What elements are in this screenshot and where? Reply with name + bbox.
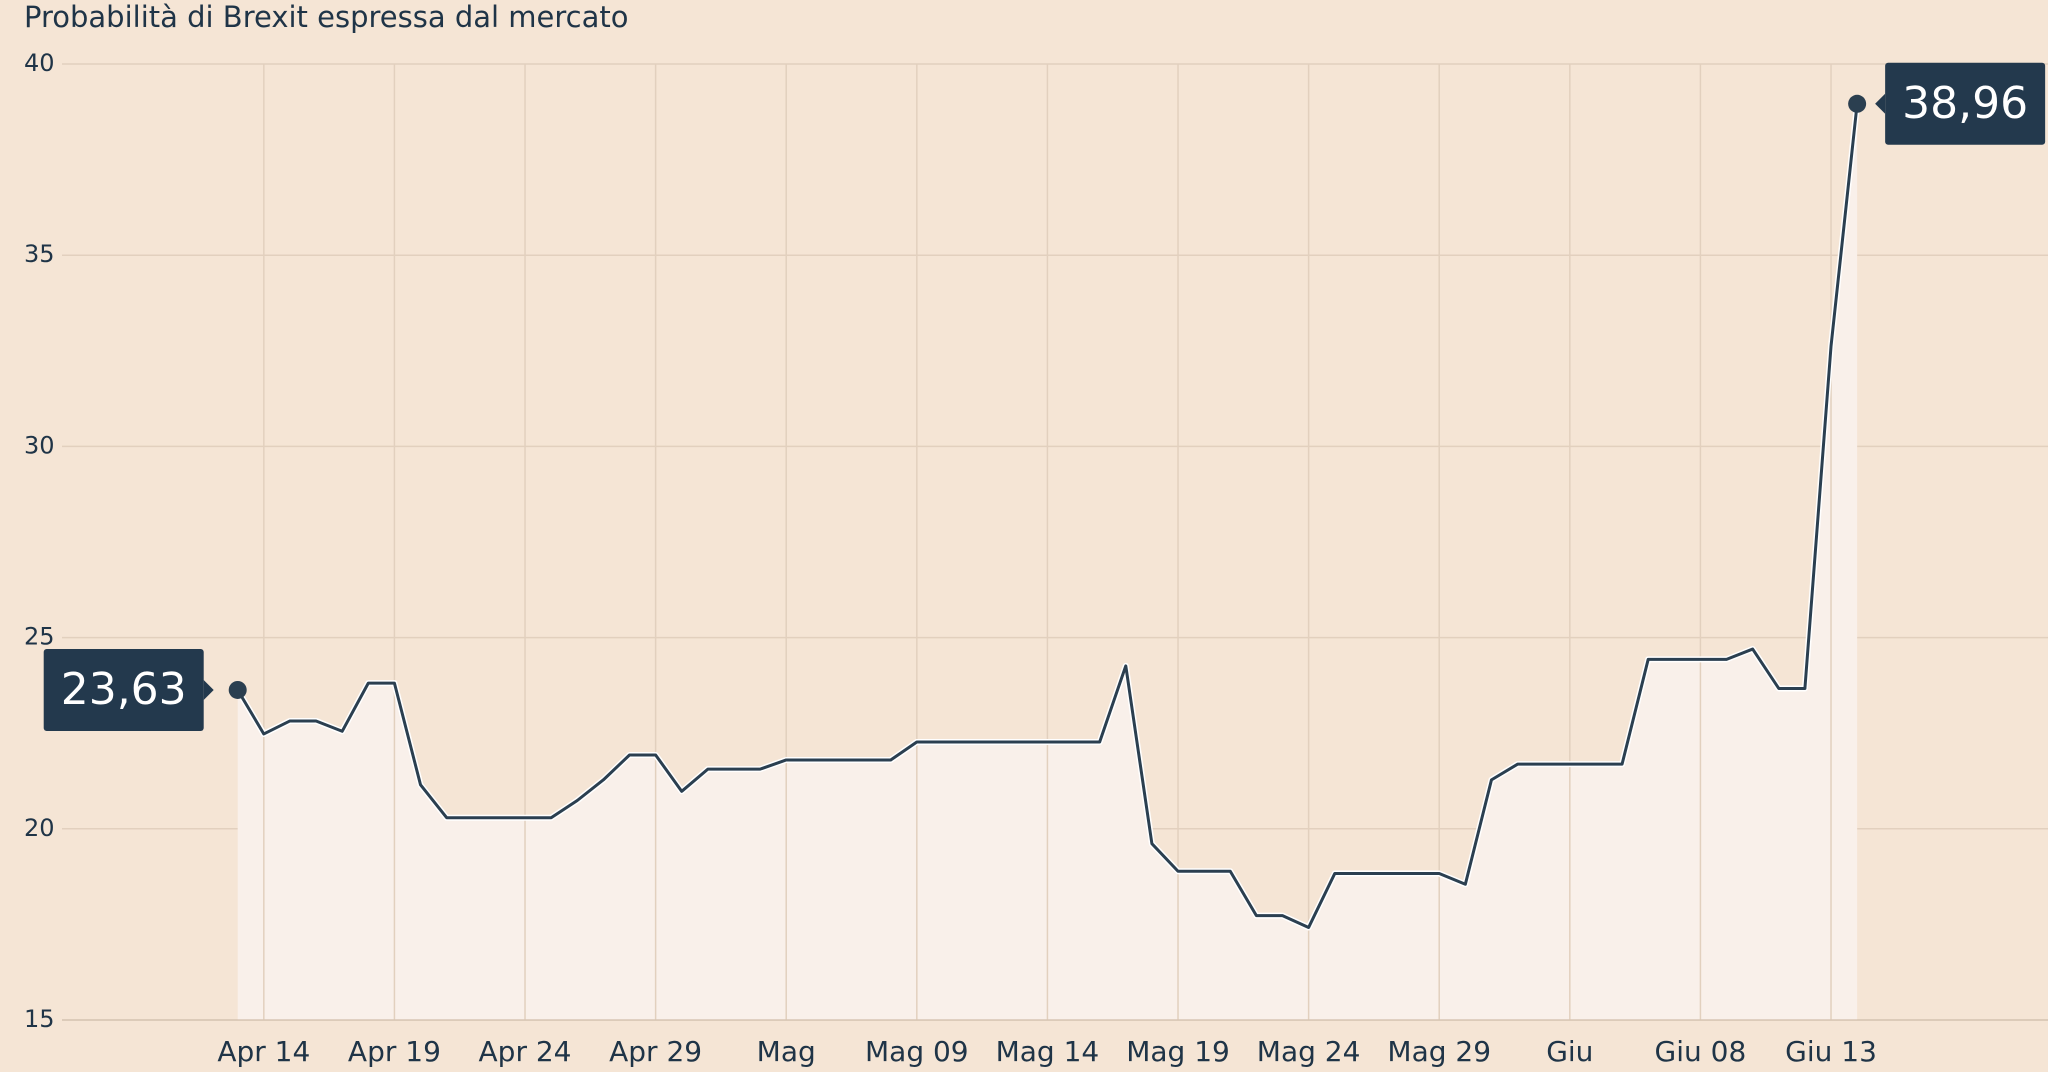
x-tick-label: Mag 24 [1257, 1035, 1361, 1068]
value-label: 38,96 [1902, 78, 2028, 129]
value-label-box [1885, 62, 2046, 145]
x-tick-label: Mag 29 [1387, 1035, 1491, 1068]
x-tick-label: Mag [757, 1035, 816, 1068]
value-label-tip [1875, 93, 1886, 114]
y-tick-label: 35 [24, 240, 55, 268]
y-tick-label: 40 [24, 49, 55, 77]
x-tick-label: Apr 29 [609, 1035, 702, 1068]
line [236, 103, 1859, 929]
value-label-tip [203, 679, 214, 700]
x-tick-label: Apr 19 [348, 1035, 441, 1068]
x-tick-label: Mag 19 [1126, 1035, 1230, 1068]
y-tick-label: 30 [24, 431, 55, 459]
value-label-box [43, 648, 204, 731]
value-label: 23,63 [61, 664, 187, 715]
x-tick-label: Mag 14 [996, 1035, 1100, 1068]
x-tick-label: Apr 14 [217, 1035, 310, 1068]
point [228, 680, 247, 699]
point [1848, 94, 1867, 113]
y-tick-label: 15 [24, 1005, 55, 1033]
y-tick-label: 20 [24, 814, 55, 842]
x-tick-label: Mag 09 [865, 1035, 969, 1068]
y-tick-label: 25 [24, 623, 55, 651]
x-tick-label: Giu 08 [1655, 1035, 1747, 1068]
area [237, 103, 1858, 1021]
chart-title: Probabilità di Brexit espressa dal merca… [24, 0, 628, 34]
x-tick-label: Apr 24 [479, 1035, 572, 1068]
x-tick-label: Giu [1546, 1035, 1593, 1068]
x-tick-label: Giu 13 [1785, 1035, 1877, 1068]
